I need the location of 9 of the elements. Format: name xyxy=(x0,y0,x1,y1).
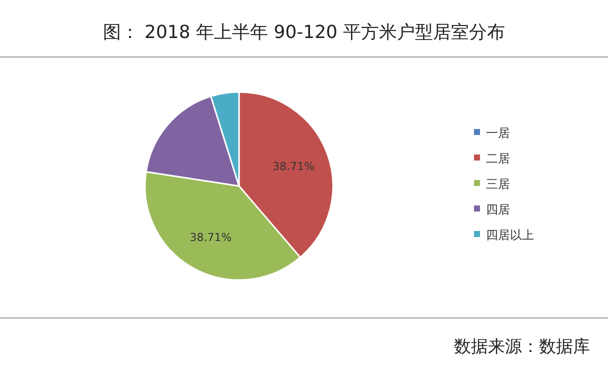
chart-title: 图： 2018 年上半年 90-120 平方米户型居室分布 xyxy=(102,22,506,43)
source-note: 数据来源：数据库 xyxy=(454,337,590,357)
data-label: 38.71% xyxy=(190,230,232,244)
legend-label: 四居 xyxy=(486,202,510,216)
legend-label: 二居 xyxy=(486,152,510,166)
legend-label: 一居 xyxy=(486,126,510,140)
legend-label: 四居以上 xyxy=(486,228,534,242)
legend-label: 三居 xyxy=(486,177,510,191)
data-label: 38.71% xyxy=(272,160,315,173)
